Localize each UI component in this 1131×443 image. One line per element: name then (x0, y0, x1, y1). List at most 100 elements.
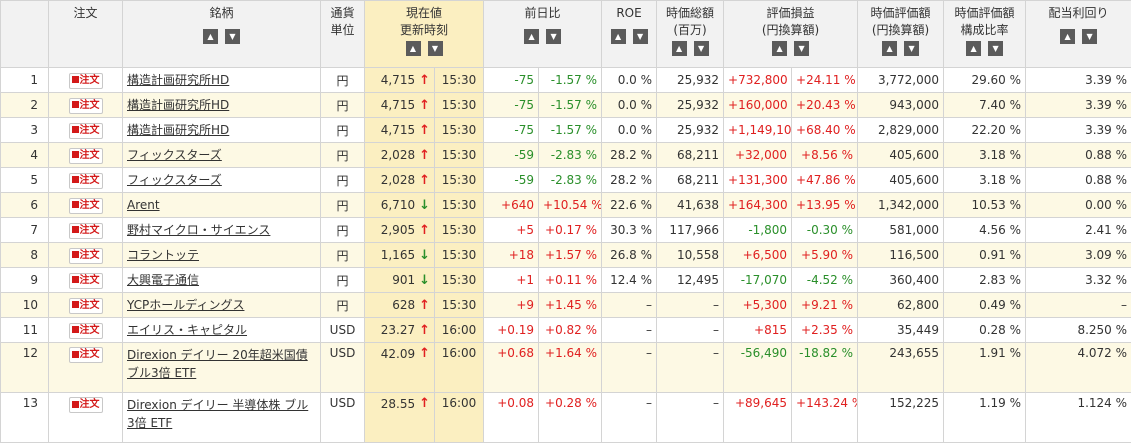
order-button[interactable]: 注文 (69, 148, 103, 164)
stock-name-link[interactable]: コラントッテ (127, 248, 199, 262)
sort-desc-button[interactable]: ▼ (904, 41, 919, 56)
currency-cell: 円 (321, 293, 365, 318)
stock-name-link[interactable]: Direxion デイリー 半導体株 ブル 3倍 ETF (127, 398, 308, 430)
time-cell: 15:30 (435, 168, 484, 193)
pl-value: +732,800 (724, 68, 792, 93)
order-header: 注文 (49, 1, 123, 68)
sort-desc-button[interactable]: ▼ (633, 29, 648, 44)
roe-cell: 22.6 % (602, 193, 657, 218)
time-cell: 15:30 (435, 268, 484, 293)
roe-cell: – (602, 293, 657, 318)
sort-asc-button[interactable]: ▲ (772, 41, 787, 56)
mcap-cell: 41,638 (657, 193, 724, 218)
sort-asc-button[interactable]: ▲ (882, 41, 897, 56)
time-cell: 15:30 (435, 93, 484, 118)
order-button[interactable]: 注文 (69, 248, 103, 264)
price-header: 現在値更新時刻 ▲▼ (365, 1, 484, 68)
stock-name-link[interactable]: フィックスターズ (127, 148, 222, 162)
ratio-cell: 3.18 % (944, 143, 1026, 168)
sort-asc-button[interactable]: ▲ (203, 29, 218, 44)
time-cell: 16:00 (435, 343, 484, 393)
price-cell: 628↑ (365, 293, 435, 318)
pl-percent: +143.24 % (792, 393, 858, 443)
order-button[interactable]: 注文 (69, 123, 103, 139)
yield-cell: 3.39 % (1026, 118, 1131, 143)
arrow-down-icon: ↓ (419, 198, 430, 213)
currency-cell: 円 (321, 93, 365, 118)
order-button[interactable]: 注文 (69, 173, 103, 189)
stock-name-link[interactable]: 野村マイクロ・サイエンス (127, 223, 270, 237)
order-button[interactable]: 注文 (69, 273, 103, 289)
header-row: 注文 銘柄 ▲▼ 通貨単位 現在値更新時刻 ▲▼ 前日比 ▲▼ ROE ▲▼ 時… (1, 1, 1131, 68)
pl-percent: +9.21 % (792, 293, 858, 318)
row-index: 8 (1, 243, 49, 268)
sort-desc-button[interactable]: ▼ (694, 41, 709, 56)
row-index: 11 (1, 318, 49, 343)
currency-cell: USD (321, 343, 365, 393)
mcap-cell: 25,932 (657, 68, 724, 93)
order-button[interactable]: 注文 (69, 98, 103, 114)
roe-cell: 28.2 % (602, 168, 657, 193)
order-cell: 注文 (49, 293, 123, 318)
sort-desc-button[interactable]: ▼ (546, 29, 561, 44)
name-cell: Direxion デイリー 半導体株 ブル 3倍 ETF (123, 393, 321, 443)
roe-header: ROE ▲▼ (602, 1, 657, 68)
order-button[interactable]: 注文 (69, 323, 103, 339)
row-index: 3 (1, 118, 49, 143)
row-index: 4 (1, 143, 49, 168)
stock-name-link[interactable]: 構造計画研究所HD (127, 98, 229, 112)
pl-value: +6,500 (724, 243, 792, 268)
roe-cell: – (602, 393, 657, 443)
yield-cell: – (1026, 293, 1131, 318)
yield-header: 配当利回り ▲▼ (1026, 1, 1131, 68)
roe-cell: 28.2 % (602, 143, 657, 168)
arrow-down-icon: ↓ (419, 273, 430, 288)
order-icon (72, 401, 79, 408)
price-value: 2,028 (381, 173, 415, 187)
currency-cell: 円 (321, 68, 365, 93)
sort-desc-button[interactable]: ▼ (794, 41, 809, 56)
pl-value: +164,300 (724, 193, 792, 218)
value-cell: 943,000 (858, 93, 944, 118)
sort-asc-button[interactable]: ▲ (966, 41, 981, 56)
sort-asc-button[interactable]: ▲ (672, 41, 687, 56)
sort-asc-button[interactable]: ▲ (1060, 29, 1075, 44)
roe-cell: – (602, 343, 657, 393)
price-cell: 6,710↓ (365, 193, 435, 218)
sort-desc-button[interactable]: ▼ (225, 29, 240, 44)
order-button[interactable]: 注文 (69, 397, 103, 413)
row-index: 6 (1, 193, 49, 218)
stock-name-link[interactable]: エイリス・キャピタル (127, 323, 247, 337)
sort-desc-button[interactable]: ▼ (428, 41, 443, 56)
currency-cell: 円 (321, 168, 365, 193)
order-button[interactable]: 注文 (69, 223, 103, 239)
order-cell: 注文 (49, 193, 123, 218)
stock-name-link[interactable]: Direxion デイリー 20年超米国債 ブル3倍 ETF (127, 348, 308, 380)
mcap-cell: – (657, 318, 724, 343)
stock-name-link[interactable]: Arent (127, 198, 160, 212)
ratio-cell: 0.49 % (944, 293, 1026, 318)
sort-asc-button[interactable]: ▲ (406, 41, 421, 56)
stock-name-link[interactable]: 構造計画研究所HD (127, 73, 229, 87)
sort-desc-button[interactable]: ▼ (1082, 29, 1097, 44)
roe-cell: – (602, 318, 657, 343)
sort-desc-button[interactable]: ▼ (988, 41, 1003, 56)
stock-name-link[interactable]: 構造計画研究所HD (127, 123, 229, 137)
value-cell: 243,655 (858, 343, 944, 393)
yield-cell: 3.32 % (1026, 268, 1131, 293)
sort-asc-button[interactable]: ▲ (524, 29, 539, 44)
stock-name-link[interactable]: YCPホールディングス (127, 298, 244, 312)
name-cell: Direxion デイリー 20年超米国債 ブル3倍 ETF (123, 343, 321, 393)
pl-value: +131,300 (724, 168, 792, 193)
ratio-cell: 4.56 % (944, 218, 1026, 243)
sort-asc-button[interactable]: ▲ (611, 29, 626, 44)
order-button[interactable]: 注文 (69, 298, 103, 314)
stock-name-link[interactable]: フィックスターズ (127, 173, 222, 187)
price-cell: 901↓ (365, 268, 435, 293)
order-button[interactable]: 注文 (69, 73, 103, 89)
order-button[interactable]: 注文 (69, 198, 103, 214)
order-button[interactable]: 注文 (69, 347, 103, 363)
stock-name-link[interactable]: 大興電子通信 (127, 273, 199, 287)
